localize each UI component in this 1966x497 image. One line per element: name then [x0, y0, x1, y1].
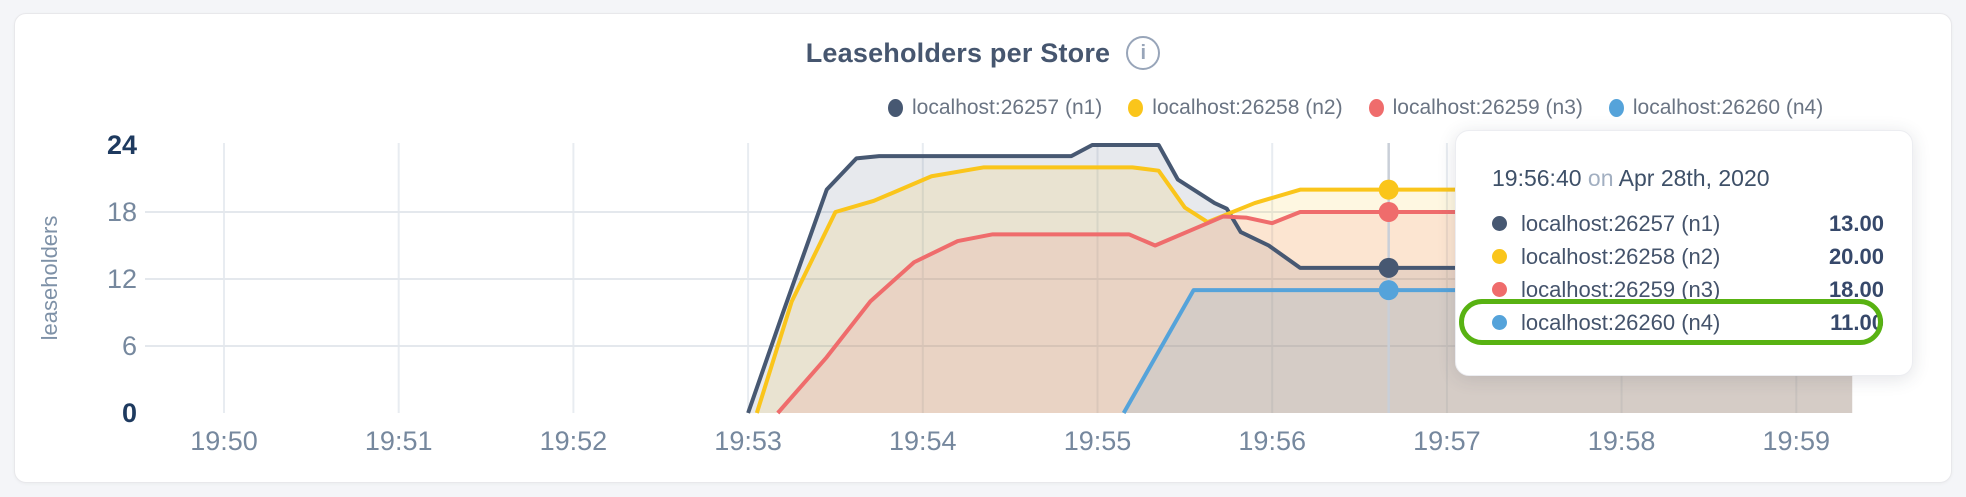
chart-title: Leaseholders per Store — [805, 37, 1111, 68]
tooltip-date: Apr 28th, 2020 — [1618, 165, 1770, 191]
tooltip-row-n3: localhost:26259 (n3) 18.00 — [1492, 273, 1884, 306]
y-axis-tick-label: 6 — [122, 331, 137, 361]
tooltip-series-value: 11.00 — [1830, 309, 1884, 335]
tooltip-series-value: 13.00 — [1828, 210, 1884, 236]
chart-legend: localhost:26257 (n1) localhost:26258 (n2… — [888, 96, 1823, 120]
legend-dot-n3 — [1368, 99, 1384, 117]
tooltip-row-n1: localhost:26257 (n1) 13.00 — [1492, 207, 1884, 240]
y-axis-tick-label: 0 — [122, 398, 137, 428]
tooltip-dot-n4 — [1492, 315, 1507, 330]
tooltip-time: 19:56:40 — [1492, 165, 1582, 191]
y-axis-tick-label: 12 — [107, 264, 137, 294]
y-axis-label: leaseholders — [37, 216, 62, 341]
legend-dot-n4 — [1608, 99, 1624, 117]
chart-header: Leaseholders per Store i — [0, 36, 1966, 70]
x-axis-tick-label: 19:59 — [1763, 426, 1831, 456]
tooltip-header: 19:56:40 on Apr 28th, 2020 — [1492, 165, 1770, 192]
legend-dot-n1 — [888, 99, 903, 117]
x-axis-tick-label: 19:54 — [889, 426, 957, 456]
legend-item-n3[interactable]: localhost:26259 (n3) — [1368, 96, 1583, 120]
x-axis-tick-label: 19:51 — [365, 426, 433, 456]
tooltip-series-name: localhost:26260 (n4) — [1521, 309, 1721, 335]
tooltip-dot-n1 — [1492, 216, 1507, 231]
legend-label-n1: localhost:26257 (n1) — [912, 96, 1103, 119]
tooltip-series-name: localhost:26258 (n2) — [1521, 243, 1721, 269]
hover-dot-n3 — [1378, 201, 1399, 222]
legend-label-n4: localhost:26260 (n4) — [1632, 96, 1824, 119]
x-axis-tick-label: 19:57 — [1413, 426, 1481, 456]
tooltip-series-value: 18.00 — [1828, 276, 1884, 302]
legend-label-n3: localhost:26259 (n3) — [1392, 96, 1583, 119]
tooltip-row-n2: localhost:26258 (n2) 20.00 — [1492, 240, 1884, 273]
legend-item-n1[interactable]: localhost:26257 (n1) — [888, 96, 1102, 120]
tooltip-series-name: localhost:26259 (n3) — [1521, 276, 1721, 302]
hover-tooltip: 19:56:40 on Apr 28th, 2020 localhost:262… — [1455, 130, 1913, 376]
hover-dot-n2 — [1378, 179, 1399, 200]
hover-dot-n1 — [1378, 257, 1399, 278]
x-axis-tick-label: 19:56 — [1238, 426, 1306, 456]
hover-dot-n4 — [1378, 280, 1399, 301]
info-icon[interactable]: i — [1126, 36, 1161, 70]
series-line-n1 — [746, 142, 1853, 414]
y-axis-tick-label: 24 — [107, 130, 137, 160]
tooltip-on: on — [1587, 165, 1614, 191]
series-line-n3 — [776, 209, 1853, 415]
legend-item-n4[interactable]: localhost:26260 (n4) — [1608, 96, 1824, 120]
x-axis-tick-label: 19:52 — [540, 426, 608, 456]
x-axis-tick-label: 19:53 — [714, 426, 782, 456]
y-axis-tick-label: 18 — [107, 197, 137, 227]
tooltip-series-name: localhost:26257 (n1) — [1521, 210, 1721, 236]
legend-label-n2: localhost:26258 (n2) — [1152, 96, 1343, 119]
tooltip-series-value: 20.00 — [1828, 243, 1884, 269]
tooltip-dot-n2 — [1492, 249, 1507, 264]
series-line-n2 — [754, 165, 1853, 414]
x-axis-tick-label: 19:58 — [1588, 426, 1656, 456]
tooltip-dot-n3 — [1492, 282, 1507, 297]
x-axis-tick-label: 19:55 — [1064, 426, 1132, 456]
legend-dot-n2 — [1128, 99, 1144, 117]
legend-item-n2[interactable]: localhost:26258 (n2) — [1128, 96, 1343, 120]
x-axis-tick-label: 19:50 — [190, 426, 258, 456]
tooltip-row-n4: localhost:26260 (n4) 11.00 — [1492, 306, 1884, 339]
